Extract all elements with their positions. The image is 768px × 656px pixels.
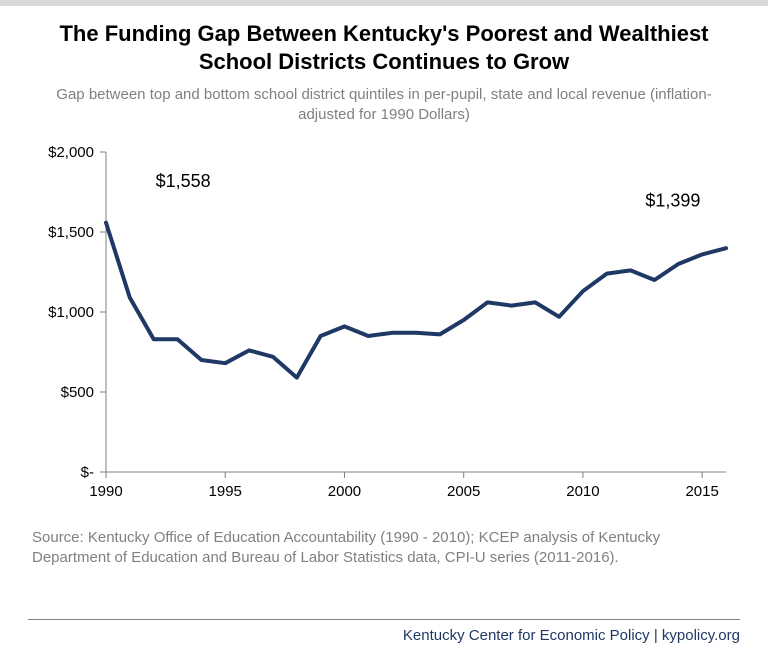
footer-divider	[28, 619, 740, 620]
line-chart-svg: $- $500 $1,000 $1,500 $2,000 1990 1995 2000 2005…	[34, 142, 734, 512]
y-axis-label: $2,000	[48, 144, 94, 161]
y-axis-label: $1,500	[48, 224, 94, 241]
source-text: Source: Kentucky Office of Education Acc…	[28, 524, 740, 569]
y-axis-label: $500	[61, 384, 94, 401]
data-callout: $1,399	[645, 190, 700, 210]
footer-credit: Kentucky Center for Economic Policy | ky…	[403, 627, 740, 644]
chart-subtitle: Gap between top and bottom school distri…	[28, 85, 740, 124]
x-axis-label: 2010	[566, 483, 599, 500]
chart-title: The Funding Gap Between Kentucky's Poore…	[28, 20, 740, 75]
chart-area: $- $500 $1,000 $1,500 $2,000 1990 1995 2000 2005…	[34, 142, 734, 512]
data-callout: $1,558	[156, 171, 211, 191]
x-axis-label: 1995	[209, 483, 242, 500]
x-axis-label: 2015	[685, 483, 718, 500]
funding-gap-line	[106, 223, 726, 378]
y-axis-label: $1,000	[48, 304, 94, 321]
x-axis-label: 2000	[328, 483, 361, 500]
x-axis-label: 1990	[89, 483, 122, 500]
x-axis-label: 2005	[447, 483, 480, 500]
y-axis-label: $-	[81, 464, 94, 481]
chart-container: The Funding Gap Between Kentucky's Poore…	[0, 6, 768, 569]
